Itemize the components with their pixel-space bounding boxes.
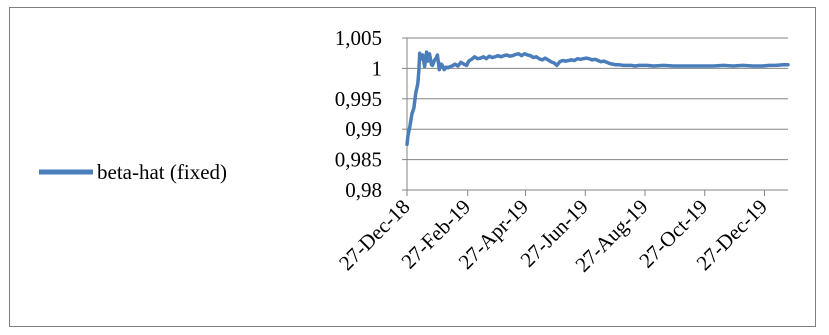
x-axis-ticks: 27-Dec-1827-Feb-1927-Apr-1927-Jun-1927-A… — [334, 190, 772, 277]
y-tick-label: 0,995 — [335, 87, 382, 111]
y-axis-ticks: 0,98 0,985 0,99 0,995 1 1,005 — [335, 26, 407, 202]
series-layer — [405, 50, 790, 147]
y-tick-label: 0,985 — [335, 148, 382, 172]
legend-label: beta-hat (fixed) — [97, 160, 227, 184]
legend: beta-hat (fixed) — [39, 160, 227, 184]
y-tick-label: 1 — [372, 56, 383, 80]
y-tick-label: 0,98 — [345, 178, 382, 202]
series-line-beta-hat — [405, 50, 790, 147]
axes — [406, 38, 788, 191]
y-tick-label: 0,99 — [345, 117, 382, 141]
y-tick-label: 1,005 — [335, 26, 382, 50]
chart-frame — [9, 7, 816, 327]
